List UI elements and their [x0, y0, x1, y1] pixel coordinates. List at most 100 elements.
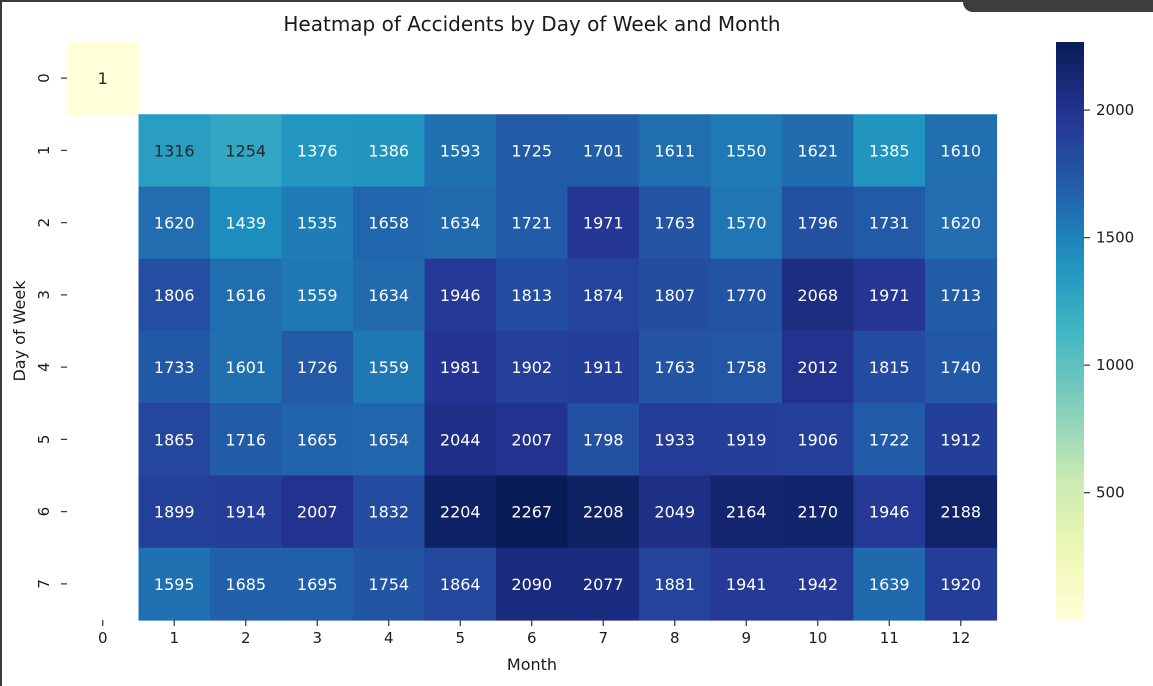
heatmap-cell — [853, 114, 926, 188]
cell-value-label: 1971 — [583, 214, 624, 233]
cell-value-label: 1721 — [511, 214, 552, 233]
y-tick-label: 5 — [35, 435, 53, 445]
cell-value-label: 1593 — [440, 141, 481, 160]
heatmap-cell — [424, 114, 497, 188]
heatmap-cell — [210, 475, 283, 549]
x-tick-label: 4 — [384, 629, 394, 647]
colorbar-tick-label: 500 — [1096, 484, 1125, 502]
heatmap-cell — [496, 258, 569, 332]
cell-value-label: 2170 — [797, 503, 838, 522]
cell-value-label: 1610 — [940, 141, 981, 160]
window-border-left — [0, 0, 2, 686]
cell-value-label: 1798 — [583, 430, 624, 449]
x-tick-label: 2 — [241, 629, 251, 647]
heatmap-cell — [710, 186, 783, 260]
cell-value-label: 1716 — [225, 430, 266, 449]
cell-value-label: 1722 — [869, 430, 910, 449]
heatmap-cell — [782, 331, 855, 404]
heatmap-cell — [639, 258, 712, 332]
heatmap-cell — [782, 114, 855, 188]
heatmap-cell — [853, 403, 926, 477]
heatmap-cell — [496, 547, 569, 621]
heatmap-cell — [424, 403, 497, 477]
heatmap-cell — [281, 547, 354, 621]
cell-value-label: 1620 — [940, 214, 981, 233]
cell-value-label: 1 — [98, 69, 108, 88]
cell-value-label: 1685 — [225, 575, 266, 594]
y-tick-label: 4 — [35, 362, 53, 372]
heatmap-cell — [210, 331, 283, 404]
heatmap-cell — [925, 114, 998, 188]
cell-value-label: 1796 — [797, 214, 838, 233]
x-tick-label: 9 — [741, 629, 751, 647]
heatmap-cell — [424, 331, 497, 404]
cell-value-label: 1832 — [368, 503, 409, 522]
heatmap-cell — [496, 114, 569, 188]
heatmap-cell — [281, 186, 354, 260]
cell-value-label: 1758 — [726, 358, 767, 377]
cell-value-label: 2007 — [511, 430, 552, 449]
heatmap-cell — [67, 42, 140, 115]
cell-value-label: 2267 — [511, 503, 552, 522]
x-tick-label: 1 — [169, 629, 179, 647]
cell-value-label: 1807 — [654, 286, 695, 305]
cell-value-label: 1316 — [154, 141, 195, 160]
heatmap-cell — [925, 403, 998, 477]
heatmap-cell — [639, 114, 712, 188]
heatmap-cell — [353, 331, 426, 404]
cell-value-label: 1865 — [154, 430, 195, 449]
cell-value-label: 1914 — [225, 503, 266, 522]
cell-value-label: 1933 — [654, 430, 695, 449]
heatmap-cell — [210, 186, 283, 260]
cell-value-label: 1912 — [940, 430, 981, 449]
cell-value-label: 1725 — [511, 141, 552, 160]
cell-value-label: 1763 — [654, 358, 695, 377]
y-tick-label: 0 — [35, 73, 53, 83]
colorbar-gradient — [1056, 42, 1084, 620]
cell-value-label: 1763 — [654, 214, 695, 233]
heatmap-cell — [210, 403, 283, 477]
cell-value-label: 1899 — [154, 503, 195, 522]
cell-value-label: 1658 — [368, 214, 409, 233]
heatmap-cell — [639, 475, 712, 549]
cell-value-label: 1881 — [654, 575, 695, 594]
heatmap-cell — [710, 114, 783, 188]
x-tick-label: 8 — [670, 629, 680, 647]
heatmap-cell — [353, 186, 426, 260]
heatmap-cell — [782, 475, 855, 549]
y-axis: 0 1 2 3 4 5 6 7 — [35, 73, 67, 589]
heatmap-cell — [281, 331, 354, 404]
heatmap-cells: 1 1316 1254 1376 1386 1593 1725 1701 1611 1550 162… — [67, 42, 998, 621]
heatmap-cell — [925, 475, 998, 549]
y-tick-label: 2 — [35, 218, 53, 228]
heatmap-cell — [782, 547, 855, 621]
y-tick-label: 3 — [35, 290, 53, 300]
heatmap-cell — [853, 258, 926, 332]
cell-value-label: 1559 — [368, 358, 409, 377]
heatmap-cell — [138, 547, 211, 621]
heatmap-cell — [353, 403, 426, 477]
heatmap-cell — [210, 547, 283, 621]
cell-value-label: 1726 — [297, 358, 338, 377]
cell-value-label: 1733 — [154, 358, 195, 377]
heatmap-cell — [925, 331, 998, 404]
cell-value-label: 1639 — [869, 575, 910, 594]
heatmap-cell — [281, 403, 354, 477]
cell-value-label: 1813 — [511, 286, 552, 305]
cell-value-label: 2077 — [583, 575, 624, 594]
heatmap-cell — [853, 331, 926, 404]
x-tick-label: 6 — [527, 629, 537, 647]
heatmap-cell — [853, 547, 926, 621]
cell-value-label: 1919 — [726, 430, 767, 449]
heatmap-cell — [710, 475, 783, 549]
cell-value-label: 1535 — [297, 214, 338, 233]
x-tick-label: 0 — [98, 629, 108, 647]
cell-value-label: 1911 — [583, 358, 624, 377]
cell-value-label: 1601 — [225, 358, 266, 377]
y-tick-label: 1 — [35, 146, 53, 156]
colorbar-tick-label: 1500 — [1096, 229, 1134, 247]
cell-value-label: 2044 — [440, 430, 481, 449]
cell-value-label: 1920 — [940, 575, 981, 594]
colorbar: 500 1000 1500 2000 — [1056, 42, 1134, 620]
heatmap-cell — [138, 186, 211, 260]
